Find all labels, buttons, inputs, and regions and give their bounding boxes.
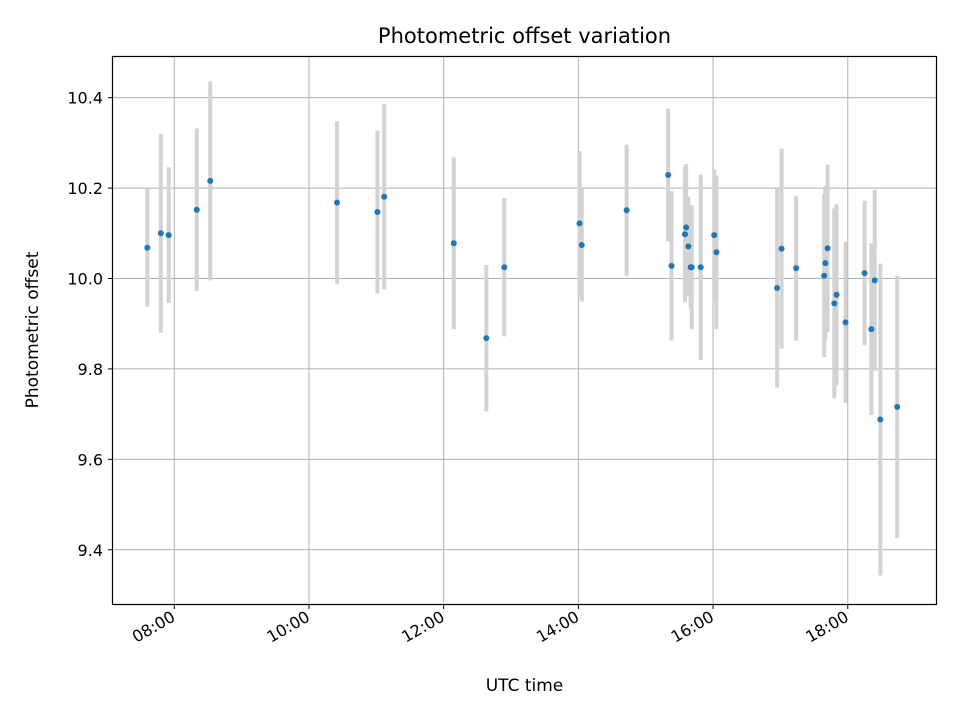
- data-point: [822, 260, 829, 267]
- data-point: [821, 272, 828, 279]
- data-point: [831, 300, 838, 307]
- data-point: [685, 243, 692, 250]
- data-point: [374, 209, 381, 216]
- y-axis-title: Photometric offset: [23, 251, 43, 408]
- data-point: [501, 264, 508, 271]
- data-point: [623, 207, 630, 214]
- data-point: [668, 262, 675, 269]
- data-point: [144, 244, 151, 251]
- data-point: [193, 206, 200, 213]
- data-point: [824, 245, 831, 252]
- data-point: [483, 335, 490, 342]
- data-point: [683, 224, 690, 231]
- data-point: [334, 199, 341, 206]
- data-point: [576, 220, 583, 227]
- data-point: [861, 270, 868, 277]
- data-point: [713, 249, 720, 256]
- data-point: [157, 230, 164, 237]
- data-point: [578, 242, 585, 249]
- y-tick-label: 10.0: [67, 270, 103, 289]
- y-tick-label: 10.4: [67, 89, 103, 108]
- data-point: [793, 265, 800, 272]
- data-point: [682, 231, 689, 238]
- data-point: [778, 245, 785, 252]
- y-tick-label: 9.8: [78, 360, 103, 379]
- data-point: [774, 285, 781, 292]
- chart-title: Photometric offset variation: [378, 24, 671, 48]
- x-axis-title: UTC time: [486, 676, 564, 696]
- data-point: [711, 232, 718, 239]
- data-point: [877, 416, 884, 423]
- data-point: [381, 193, 388, 200]
- data-point: [871, 277, 878, 284]
- y-tick-label: 9.4: [78, 541, 103, 560]
- plot-frame: [111, 55, 938, 606]
- data-point: [688, 264, 695, 271]
- data-point: [207, 177, 214, 184]
- data-point: [697, 264, 704, 271]
- data-point: [894, 403, 901, 410]
- data-point: [833, 291, 840, 298]
- grid: [113, 57, 936, 604]
- y-axis: 9.4 9.6 9.8 10.0 10.2 10.4: [67, 89, 113, 560]
- data-points: [144, 171, 901, 423]
- y-tick-label: 9.6: [78, 450, 103, 469]
- y-tick-label: 10.2: [67, 179, 103, 198]
- data-point: [665, 171, 672, 178]
- data-point: [868, 326, 875, 333]
- data-point: [450, 240, 457, 247]
- data-point: [842, 319, 849, 326]
- data-point: [165, 232, 172, 239]
